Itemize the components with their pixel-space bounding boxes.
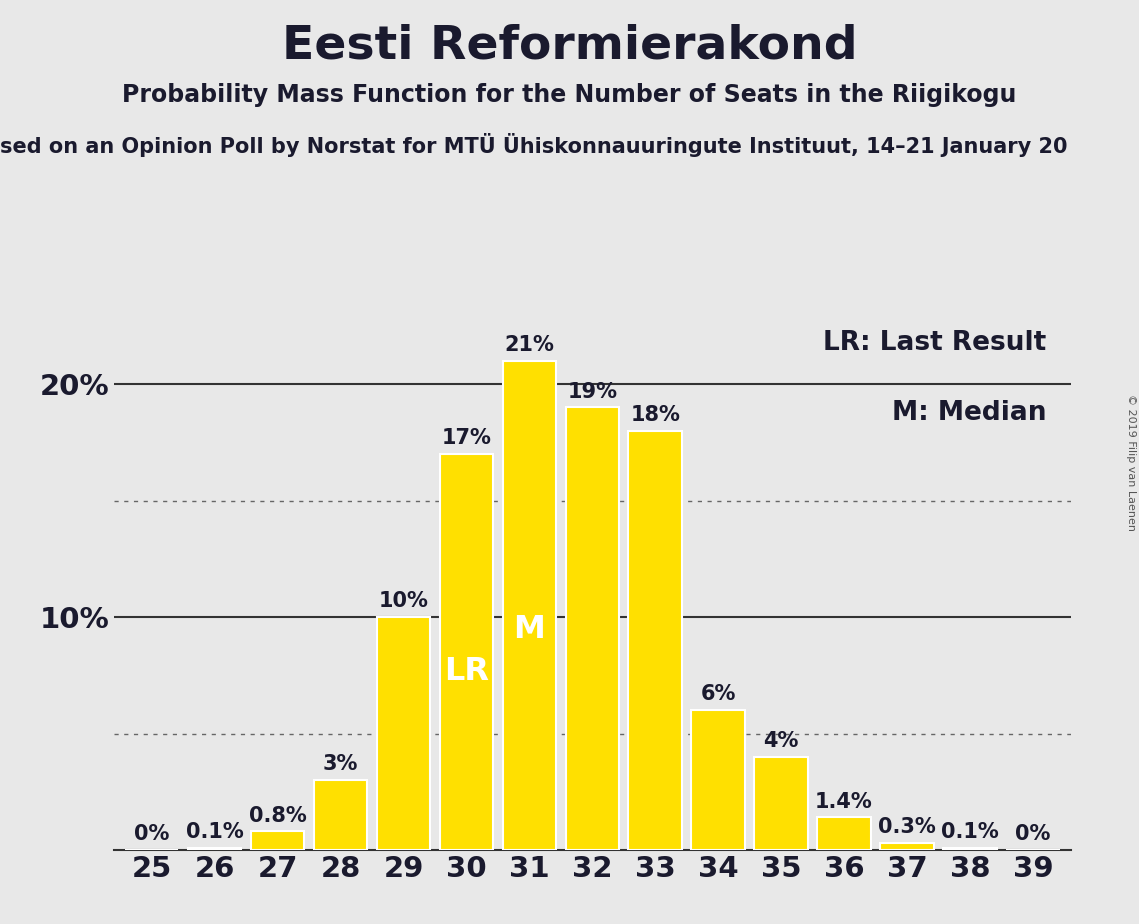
Bar — [943, 847, 997, 850]
Text: 18%: 18% — [630, 405, 680, 425]
Text: 19%: 19% — [567, 382, 617, 402]
Bar — [502, 360, 556, 850]
Bar — [880, 843, 934, 850]
Bar — [377, 617, 431, 850]
Text: 3%: 3% — [322, 754, 358, 774]
Bar — [251, 832, 304, 850]
Text: 0.3%: 0.3% — [878, 817, 936, 837]
Text: LR: Last Result: LR: Last Result — [823, 330, 1047, 357]
Text: 21%: 21% — [505, 334, 555, 355]
Text: 6%: 6% — [700, 685, 736, 704]
Bar — [188, 847, 241, 850]
Text: 4%: 4% — [763, 731, 798, 751]
Bar — [313, 780, 367, 850]
Text: 0%: 0% — [1015, 824, 1050, 845]
Text: 0.1%: 0.1% — [941, 822, 999, 842]
Text: sed on an Opinion Poll by Norstat for MTÜ Ühiskonnauuringute Instituut, 14–21 Ja: sed on an Opinion Poll by Norstat for MT… — [0, 133, 1067, 157]
Text: 17%: 17% — [442, 428, 491, 448]
Bar — [691, 711, 745, 850]
Text: M: Median: M: Median — [892, 400, 1047, 426]
Bar — [440, 454, 493, 850]
Bar — [818, 818, 871, 850]
Text: Eesti Reformierakond: Eesti Reformierakond — [281, 23, 858, 68]
Text: 0.8%: 0.8% — [248, 806, 306, 826]
Text: 0.1%: 0.1% — [186, 822, 244, 842]
Text: M: M — [514, 614, 546, 645]
Bar — [629, 431, 682, 850]
Text: 10%: 10% — [378, 591, 428, 612]
Bar — [754, 757, 808, 850]
Text: Probability Mass Function for the Number of Seats in the Riigikogu: Probability Mass Function for the Number… — [122, 83, 1017, 107]
Text: LR: LR — [444, 656, 489, 687]
Text: © 2019 Filip van Laenen: © 2019 Filip van Laenen — [1126, 394, 1136, 530]
Text: 1.4%: 1.4% — [816, 792, 872, 811]
Text: 0%: 0% — [134, 824, 170, 845]
Bar — [566, 407, 618, 850]
